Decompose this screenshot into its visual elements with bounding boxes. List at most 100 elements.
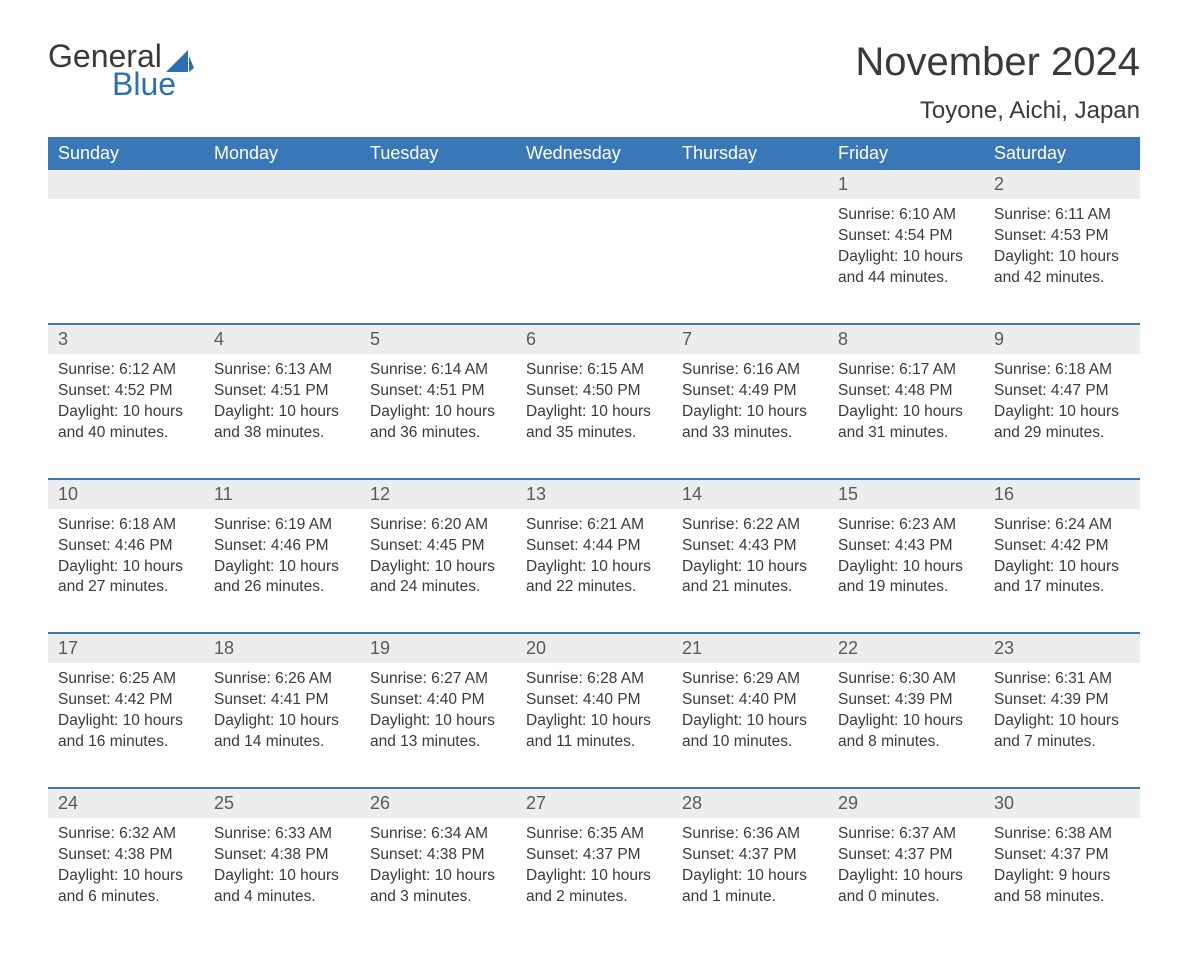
day-number: 12 <box>360 480 516 509</box>
day-number-row: 12 <box>48 170 1140 199</box>
sunrise-line: Sunrise: 6:11 AM <box>994 205 1130 226</box>
day-number: 8 <box>828 325 984 354</box>
day-cell: Sunrise: 6:13 AMSunset: 4:51 PMDaylight:… <box>204 354 360 464</box>
sunset-line: Sunset: 4:37 PM <box>682 845 818 866</box>
day-cell <box>204 199 360 309</box>
day-cell: Sunrise: 6:22 AMSunset: 4:43 PMDaylight:… <box>672 509 828 619</box>
sunset-line: Sunset: 4:46 PM <box>58 536 194 557</box>
daylight-line: Daylight: 10 hours and 40 minutes. <box>58 402 194 444</box>
day-number: 19 <box>360 634 516 663</box>
day-cell <box>516 199 672 309</box>
day-cell: Sunrise: 6:29 AMSunset: 4:40 PMDaylight:… <box>672 663 828 773</box>
weekday-header: Thursday <box>672 137 828 170</box>
sunrise-line: Sunrise: 6:24 AM <box>994 515 1130 536</box>
sunrise-line: Sunrise: 6:25 AM <box>58 669 194 690</box>
day-number: 24 <box>48 789 204 818</box>
sunset-line: Sunset: 4:37 PM <box>838 845 974 866</box>
day-number <box>204 170 360 199</box>
daylight-line: Daylight: 9 hours and 58 minutes. <box>994 866 1130 908</box>
day-number: 17 <box>48 634 204 663</box>
daylight-line: Daylight: 10 hours and 19 minutes. <box>838 557 974 599</box>
daylight-line: Daylight: 10 hours and 0 minutes. <box>838 866 974 908</box>
daylight-line: Daylight: 10 hours and 6 minutes. <box>58 866 194 908</box>
weekday-header: Friday <box>828 137 984 170</box>
daylight-line: Daylight: 10 hours and 27 minutes. <box>58 557 194 599</box>
daylight-line: Daylight: 10 hours and 31 minutes. <box>838 402 974 444</box>
daylight-line: Daylight: 10 hours and 10 minutes. <box>682 711 818 753</box>
calendar-week: 17181920212223 Sunrise: 6:25 AM Sunset: 4:… <box>48 632 1140 773</box>
day-cell: Sunrise: 6:18 AMSunset: 4:46 PMDaylight:… <box>48 509 204 619</box>
day-number: 30 <box>984 789 1140 818</box>
day-number: 2 <box>984 170 1140 199</box>
daylight-line: Daylight: 10 hours and 1 minute. <box>682 866 818 908</box>
day-cell: Sunrise: 6:15 AMSunset: 4:50 PMDaylight:… <box>516 354 672 464</box>
weekday-header: Sunday <box>48 137 204 170</box>
day-number-row: 17181920212223 <box>48 634 1140 663</box>
sunset-line: Sunset: 4:53 PM <box>994 226 1130 247</box>
sunset-line: Sunset: 4:45 PM <box>370 536 506 557</box>
day-number: 7 <box>672 325 828 354</box>
sunset-line: Sunset: 4:51 PM <box>370 381 506 402</box>
day-cell: Sunrise: 6:35 AMSunset: 4:37 PMDaylight:… <box>516 818 672 928</box>
day-number <box>360 170 516 199</box>
daylight-line: Daylight: 10 hours and 21 minutes. <box>682 557 818 599</box>
day-number: 23 <box>984 634 1140 663</box>
sunset-line: Sunset: 4:42 PM <box>994 536 1130 557</box>
day-cell: Sunrise: 6:11 AMSunset: 4:53 PMDaylight:… <box>984 199 1140 309</box>
daylight-line: Daylight: 10 hours and 38 minutes. <box>214 402 350 444</box>
day-cell: Sunrise: 6:32 AMSunset: 4:38 PMDaylight:… <box>48 818 204 928</box>
day-number: 6 <box>516 325 672 354</box>
daylight-line: Daylight: 10 hours and 8 minutes. <box>838 711 974 753</box>
sunset-line: Sunset: 4:41 PM <box>214 690 350 711</box>
sunset-line: Sunset: 4:37 PM <box>526 845 662 866</box>
day-cell: Sunrise: 6:19 AMSunset: 4:46 PMDaylight:… <box>204 509 360 619</box>
day-cell: Sunrise: 6:37 AMSunset: 4:37 PMDaylight:… <box>828 818 984 928</box>
day-number: 27 <box>516 789 672 818</box>
day-number: 18 <box>204 634 360 663</box>
sunrise-line: Sunrise: 6:13 AM <box>214 360 350 381</box>
calendar-week: 10111213141516Sunrise: 6:18 AMSunset: 4:… <box>48 478 1140 619</box>
day-number: 29 <box>828 789 984 818</box>
day-number-row: 10111213141516 <box>48 480 1140 509</box>
daylight-line: Daylight: 10 hours and 33 minutes. <box>682 402 818 444</box>
daylight-line: Daylight: 10 hours and 17 minutes. <box>994 557 1130 599</box>
calendar-week: 12 Sunrise: 6:10 AMSunset: 4:54 PMDayligh… <box>48 170 1140 309</box>
day-number <box>672 170 828 199</box>
sunset-line: Sunset: 4:50 PM <box>526 381 662 402</box>
sunrise-line: Sunrise: 6:35 AM <box>526 824 662 845</box>
daylight-line: Daylight: 10 hours and 44 minutes. <box>838 247 974 289</box>
calendar: SundayMondayTuesdayWednesdayThursdayFrid… <box>48 137 1140 928</box>
day-number: 22 <box>828 634 984 663</box>
day-number: 25 <box>204 789 360 818</box>
day-cell: Sunrise: 6:31 AMSunset: 4:39 PMDaylight:… <box>984 663 1140 773</box>
daylight-line: Daylight: 10 hours and 7 minutes. <box>994 711 1130 753</box>
sunrise-line: Sunrise: 6:14 AM <box>370 360 506 381</box>
daylight-line: Daylight: 10 hours and 14 minutes. <box>214 711 350 753</box>
day-cell <box>360 199 516 309</box>
day-cell: Sunrise: 6:23 AMSunset: 4:43 PMDaylight:… <box>828 509 984 619</box>
sunrise-line: Sunrise: 6:32 AM <box>58 824 194 845</box>
sunrise-line: Sunrise: 6:37 AM <box>838 824 974 845</box>
day-cell: Sunrise: 6:26 AMSunset: 4:41 PMDaylight:… <box>204 663 360 773</box>
day-number: 10 <box>48 480 204 509</box>
daylight-line: Daylight: 10 hours and 24 minutes. <box>370 557 506 599</box>
sunrise-line: Sunrise: 6:31 AM <box>994 669 1130 690</box>
sunrise-line: Sunrise: 6:22 AM <box>682 515 818 536</box>
day-number-row: 24252627282930 <box>48 789 1140 818</box>
sunset-line: Sunset: 4:40 PM <box>682 690 818 711</box>
sunrise-line: Sunrise: 6:10 AM <box>838 205 974 226</box>
daylight-line: Daylight: 10 hours and 22 minutes. <box>526 557 662 599</box>
sunset-line: Sunset: 4:39 PM <box>994 690 1130 711</box>
daylight-line: Daylight: 10 hours and 35 minutes. <box>526 402 662 444</box>
weekday-header: Saturday <box>984 137 1140 170</box>
sunset-line: Sunset: 4:47 PM <box>994 381 1130 402</box>
calendar-week: 24252627282930Sunrise: 6:32 AMSunset: 4:… <box>48 787 1140 928</box>
calendar-week: 3456789Sunrise: 6:12 AMSunset: 4:52 PMDa… <box>48 323 1140 464</box>
logo-text-blue: Blue <box>112 68 194 100</box>
day-number: 9 <box>984 325 1140 354</box>
daylight-line: Daylight: 10 hours and 36 minutes. <box>370 402 506 444</box>
day-number: 11 <box>204 480 360 509</box>
sunset-line: Sunset: 4:54 PM <box>838 226 974 247</box>
day-cell: Sunrise: 6:33 AMSunset: 4:38 PMDaylight:… <box>204 818 360 928</box>
daylight-line: Daylight: 10 hours and 2 minutes. <box>526 866 662 908</box>
